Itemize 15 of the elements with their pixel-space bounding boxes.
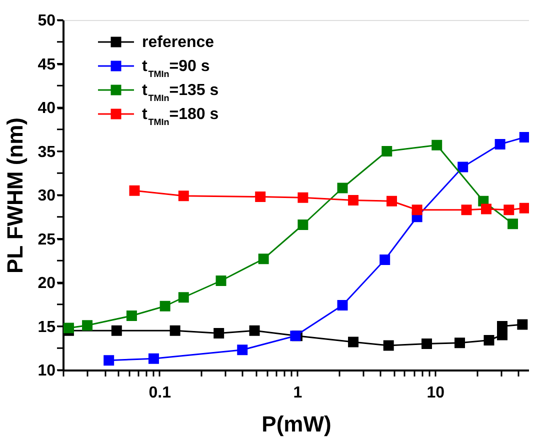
y-tick-label: 20 <box>38 275 56 292</box>
x-tick-label: 0.1 <box>148 384 172 402</box>
y-axis-title: PL FWHM (nm) <box>2 117 28 274</box>
x-tick-label: 10 <box>426 384 445 402</box>
y-tick-label: 25 <box>38 231 56 248</box>
x-axis-title: P(mW) <box>262 412 332 436</box>
y-tick-label: 40 <box>38 100 56 117</box>
y-tick-label: 15 <box>38 318 56 336</box>
x-tick-label: 1 <box>293 384 302 402</box>
y-tick-label: 35 <box>38 144 56 161</box>
y-tick-label: 45 <box>38 56 56 74</box>
y-tick-label: 50 <box>38 12 56 30</box>
y-tick-label: 30 <box>38 188 56 204</box>
y-tick-label: 10 <box>38 362 56 380</box>
legend-label: reference <box>142 34 214 51</box>
